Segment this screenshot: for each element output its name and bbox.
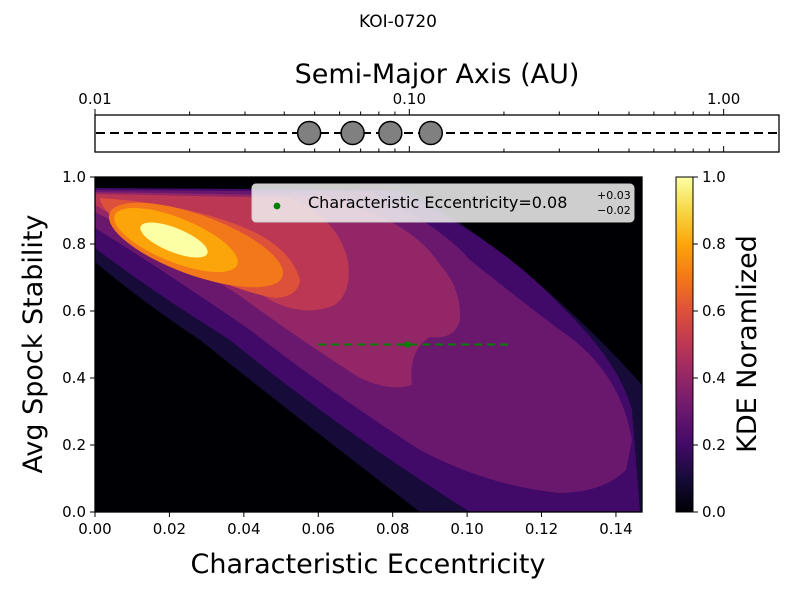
legend: Characteristic Eccentricity=0.08 +0.03 −…	[251, 183, 635, 223]
top-x-tick-label: 0.10	[393, 90, 426, 108]
colorbar: 0.0 0.2 0.4 0.6 0.8 1.0 KDE Noramlized	[675, 168, 763, 521]
main-x-tick-label: 0.00	[78, 520, 111, 538]
legend-marker	[273, 202, 281, 210]
top-x-tick-label: 0.01	[78, 90, 111, 108]
main-x-tick-label: 0.02	[153, 520, 186, 538]
colorbar-tick-label: 0.0	[702, 503, 726, 521]
main-x-tick-label: 0.06	[302, 520, 335, 538]
figure-title: KOI-0720	[359, 12, 437, 32]
kde-contour-level-9	[140, 222, 208, 258]
eccentricity-point	[404, 341, 411, 348]
colorbar-gradient	[675, 176, 694, 513]
planet-marker	[340, 120, 365, 146]
main-y-tick-label: 1.0	[62, 168, 86, 186]
main-y-tick-label: 0.4	[62, 369, 86, 387]
colorbar-tick-label: 0.8	[702, 235, 726, 253]
main-y-tick-label: 0.6	[62, 302, 86, 320]
main-x-tick-label: 0.08	[376, 520, 409, 538]
kde-contours	[95, 188, 642, 512]
top-x-tick-label: 1.00	[707, 90, 740, 108]
legend-box	[251, 183, 635, 223]
top-x-axis-label: Semi-Major Axis (AU)	[295, 59, 580, 90]
planet-marker	[296, 120, 322, 146]
legend-lower-error: −0.02	[597, 204, 631, 217]
top-panel-frame	[94, 114, 780, 153]
colorbar-label: KDE Noramlized	[732, 235, 763, 453]
main-x-tick-label: 0.12	[525, 520, 558, 538]
main-x-axis-label: Characteristic Eccentricity	[191, 549, 546, 580]
kde-panel-frame	[94, 176, 643, 513]
semi-major-axis-panel: Semi-Major Axis (AU) 0.01 0.10 1.00	[78, 59, 780, 153]
main-y-tick-label: 0.0	[62, 503, 86, 521]
colorbar-tick-label: 0.6	[702, 302, 726, 320]
legend-upper-error: +0.03	[597, 189, 631, 202]
colorbar-tick-label: 1.0	[702, 168, 726, 186]
colorbar-tick-label: 0.4	[702, 369, 726, 387]
main-x-tick-label: 0.14	[599, 520, 632, 538]
main-y-tick-label: 0.8	[62, 235, 86, 253]
planet-marker	[378, 120, 403, 146]
main-x-tick-label: 0.10	[450, 520, 483, 538]
top-x-ticks: 0.01 0.10 1.00	[78, 90, 740, 152]
colorbar-tick-label: 0.2	[702, 436, 726, 454]
kde-panel: 0.00 0.02 0.04 0.06 0.08 0.10 0.12 0.14 0.00.20…	[18, 168, 643, 580]
legend-text: Characteristic Eccentricity=0.08	[308, 193, 567, 212]
eccentricity-errorbar	[318, 341, 509, 348]
main-y-tick-label: 0.2	[62, 436, 86, 454]
main-x-ticks: 0.00 0.02 0.04 0.06 0.08 0.10 0.12 0.14	[78, 512, 633, 538]
planet-marker	[418, 120, 444, 146]
planet-markers	[296, 120, 444, 146]
colorbar-ticks: 0.0 0.2 0.4 0.6 0.8 1.0	[693, 168, 726, 521]
main-x-tick-label: 0.04	[227, 520, 260, 538]
main-y-ticks: 0.0 0.2 0.4 0.6 0.8 1.0	[62, 168, 95, 521]
legend-label: Characteristic Eccentricity=0.08	[308, 193, 567, 212]
main-y-axis-label: Avg Spock Stability	[18, 215, 49, 474]
